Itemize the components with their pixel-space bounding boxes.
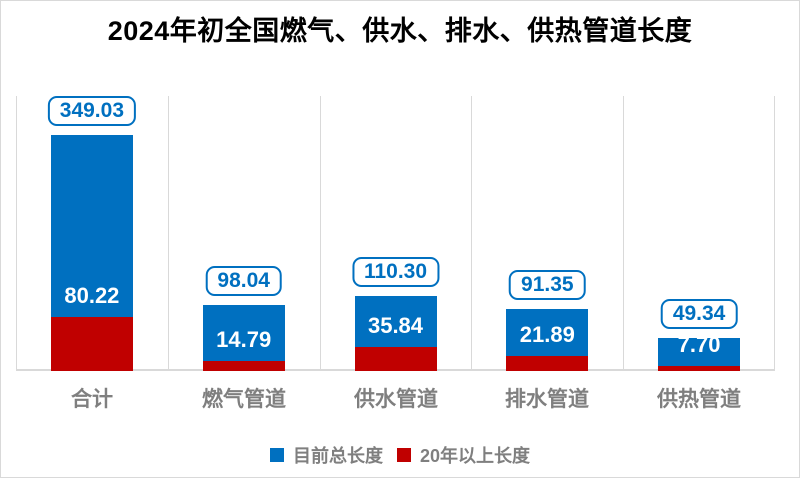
gridline (623, 96, 624, 371)
over-20y-bar (50, 316, 133, 371)
total-bar (506, 309, 589, 371)
chart-title: 2024年初全国燃气、供水、排水、供热管道长度 (107, 16, 693, 46)
plot-area: 80.22 349.03 14.79 98.04 35.84 110.30 21.89 91.… (16, 96, 775, 371)
gridline (320, 96, 321, 371)
over-20y-bar (354, 346, 437, 371)
legend-swatch (396, 448, 411, 462)
total-value-box: 98.04 (205, 265, 282, 296)
category-label: 燃气管道 (202, 388, 286, 411)
over-20y-value-label: 21.89 (519, 322, 575, 348)
total-value-box: 91.35 (509, 270, 586, 301)
total-bar (658, 337, 741, 371)
over-20y-value-label: 14.79 (216, 327, 272, 352)
category-label: 供热管道 (657, 388, 741, 411)
legend-label: 20年以上长度 (419, 446, 531, 466)
legend: 目前总长度 20年以上长度 (1, 442, 799, 468)
total-bar (50, 135, 133, 371)
total-value-box: 349.03 (47, 96, 137, 126)
gridline (168, 96, 169, 371)
category-label: 排水管道 (505, 388, 589, 411)
legend-label: 目前总长度 (292, 446, 383, 466)
legend-item: 20年以上长度 (396, 442, 531, 468)
total-bar (354, 296, 437, 371)
category-label: 供水管道 (354, 388, 438, 411)
legend-item: 目前总长度 (269, 442, 383, 468)
over-20y-bar (202, 361, 285, 371)
gridline (774, 96, 775, 371)
over-20y-value-label: 80.22 (64, 282, 120, 308)
legend-swatch (269, 448, 284, 462)
gridline (471, 96, 472, 371)
total-value-box: 110.30 (351, 257, 440, 288)
over-20y-value-label: 7.70 (677, 331, 721, 357)
over-20y-bar (658, 365, 741, 371)
gridline (16, 96, 17, 371)
over-20y-bar (506, 356, 589, 371)
over-20y-value-label: 35.84 (367, 312, 424, 338)
category-axis: 合计 燃气管道 供水管道 排水管道 供热管道 (16, 383, 775, 413)
total-bar (202, 304, 285, 371)
total-value-box: 49.34 (660, 298, 738, 329)
category-label: 合计 (71, 388, 113, 411)
